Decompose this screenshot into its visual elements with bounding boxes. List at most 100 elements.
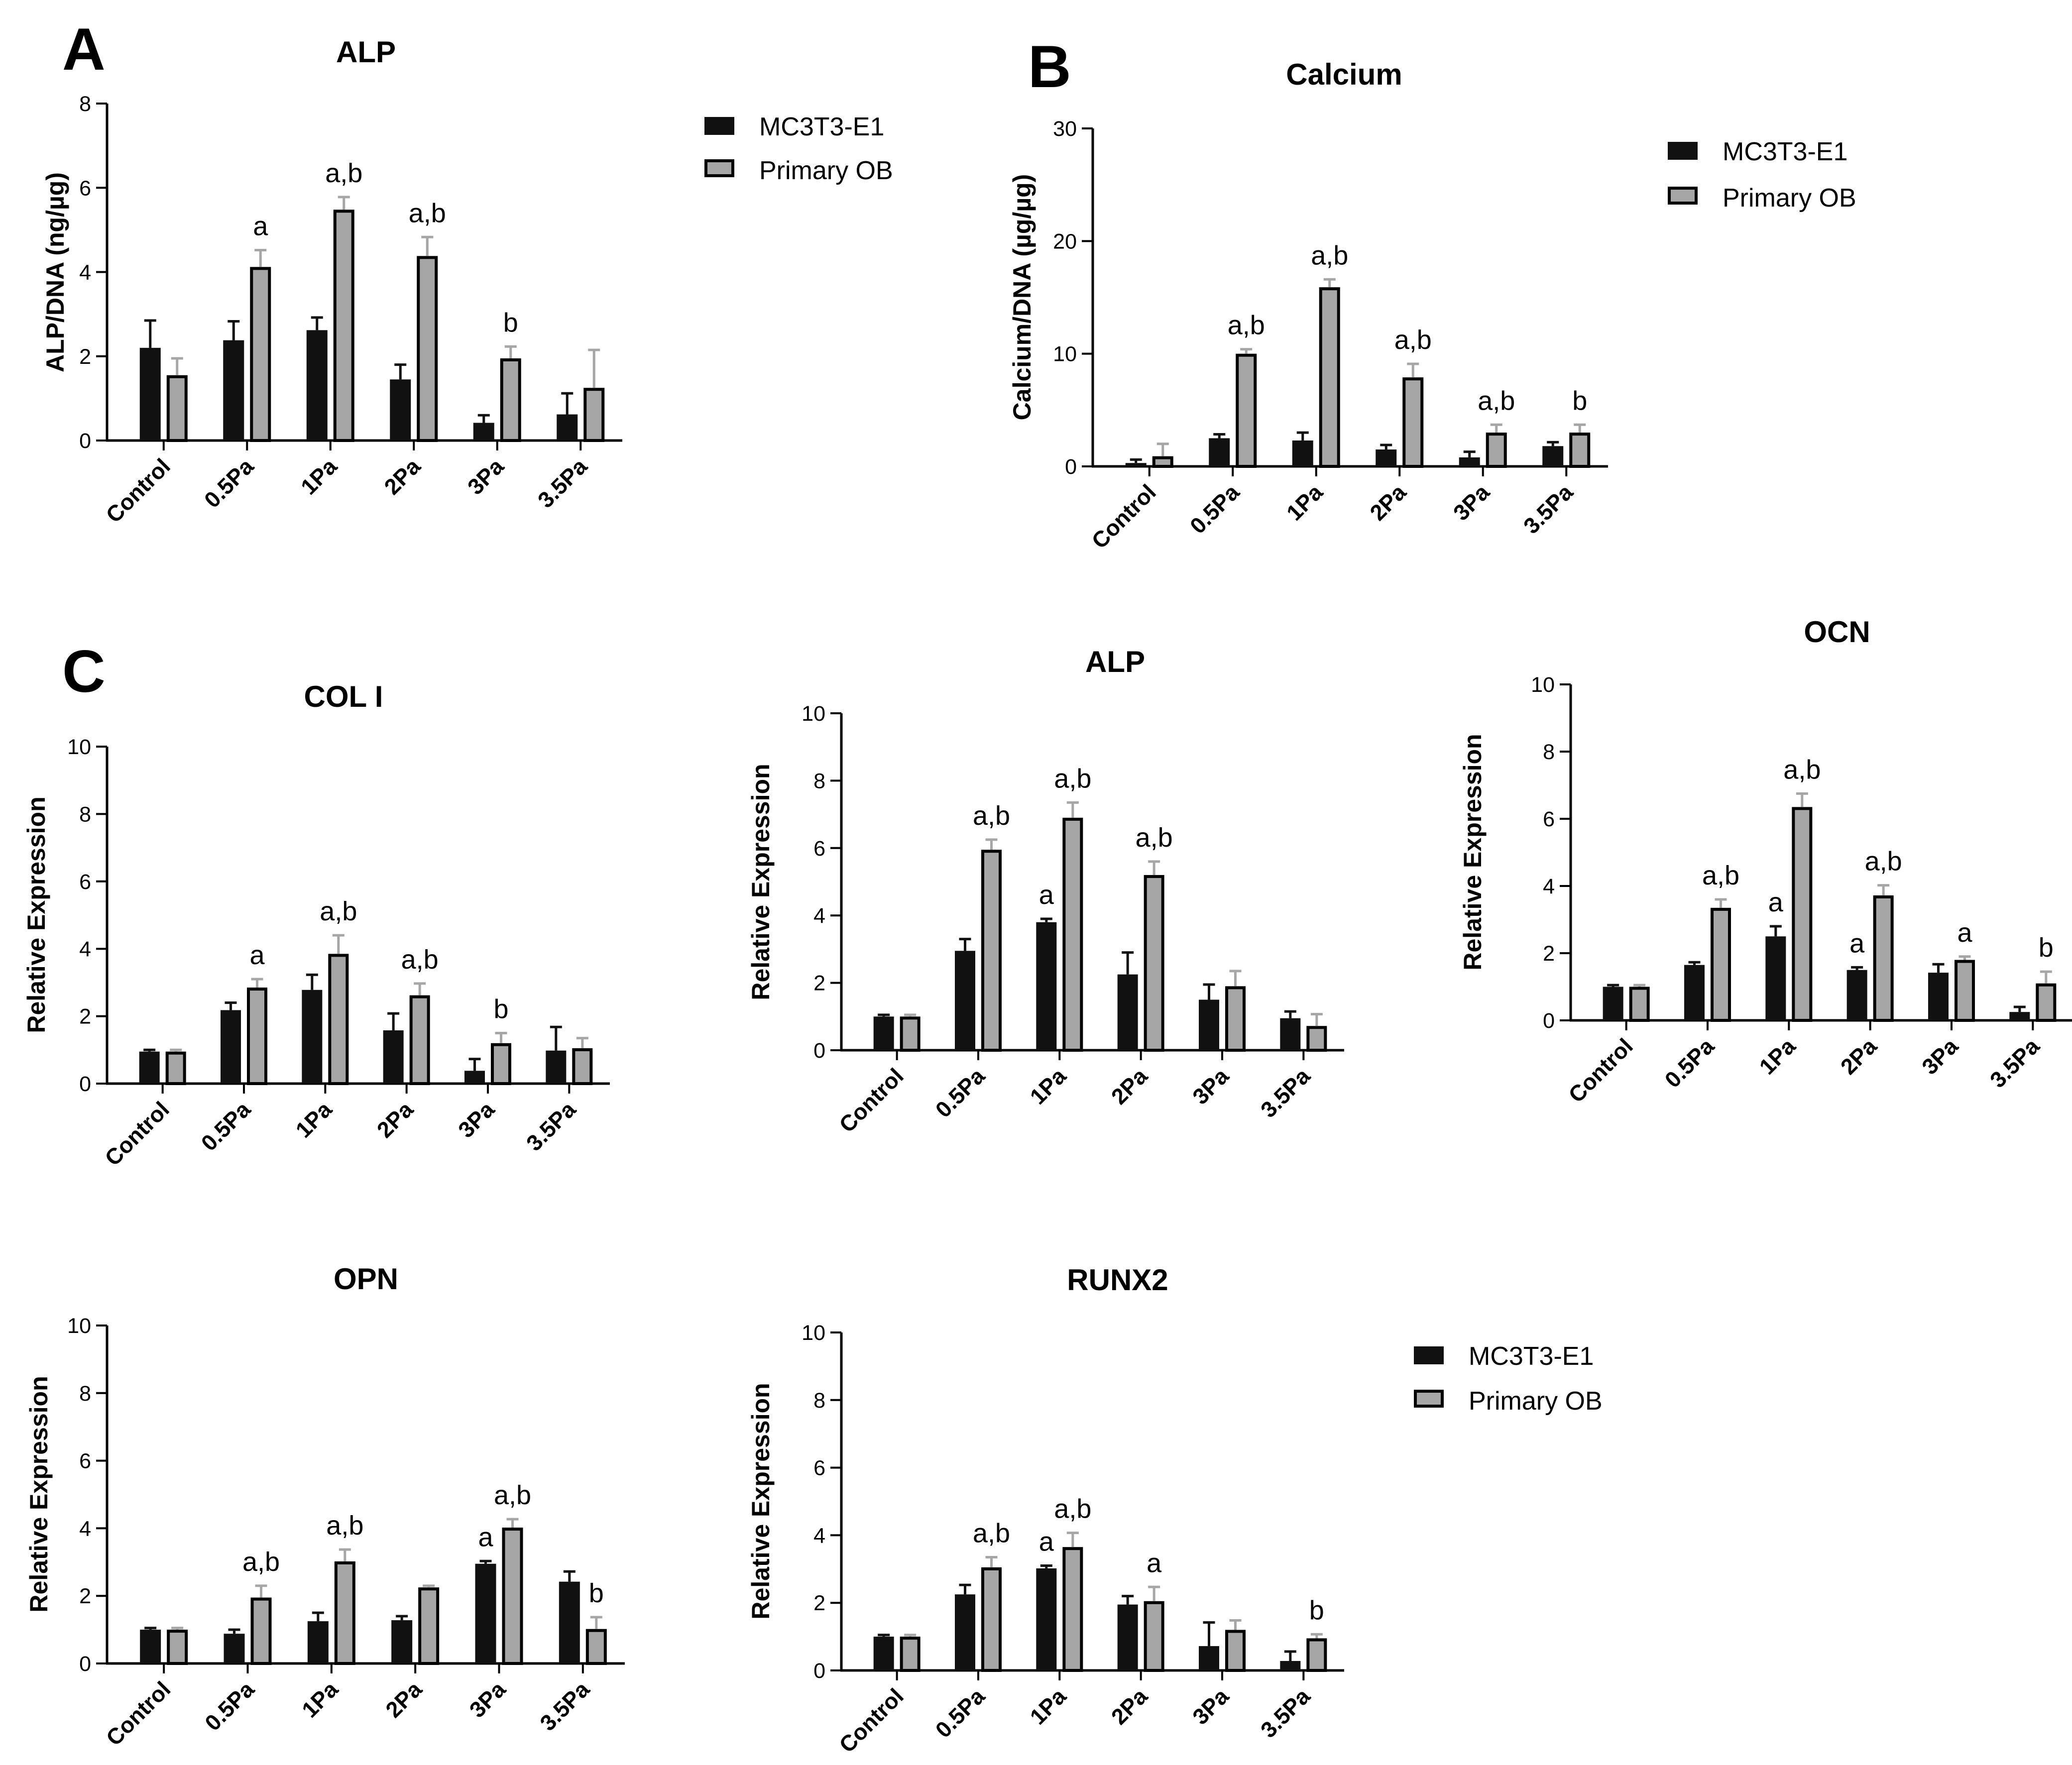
bar-primary-ob — [1144, 875, 1164, 1052]
significance-label: a,b — [1783, 755, 1821, 784]
significance-label: a,b — [1394, 325, 1432, 355]
chart-alp-expression: ALP Relative Expression 0 2 4 6 8 10 Control 0.5P… — [747, 645, 1344, 1137]
x-tick-label: 3.5Pa — [1256, 1063, 1315, 1122]
chart-title: RUNX2 — [1067, 1263, 1168, 1297]
bar-primary-ob — [981, 1567, 1002, 1672]
legend-swatch-primary-ob — [704, 159, 734, 177]
bar-primary-ob — [1144, 1601, 1164, 1672]
bar-primary-ob — [167, 1630, 188, 1665]
x-tick-label: Control — [100, 1097, 174, 1171]
bar-mc3t3 — [1280, 1018, 1301, 1050]
bar-mc3t3 — [1684, 965, 1705, 1020]
significance-label: a,b — [973, 1519, 1010, 1548]
y-tick-label: 8 — [813, 769, 825, 793]
bar-mc3t3 — [873, 1016, 894, 1050]
bar-primary-ob — [328, 954, 349, 1085]
x-tick-label: 2Pa — [1836, 1033, 1882, 1079]
y-tick-label: 6 — [79, 870, 91, 894]
significance-label: b — [503, 308, 518, 337]
legend-label-mc3t3: MC3T3-E1 — [1469, 1342, 1594, 1371]
bar-primary-ob — [333, 210, 354, 442]
significance-label: a,b — [1136, 823, 1173, 853]
bar-primary-ob — [585, 1629, 607, 1665]
x-tick-label: 3.5Pa — [533, 453, 592, 513]
bar-mc3t3 — [1036, 1568, 1057, 1670]
x-tick-label: 1Pa — [1281, 479, 1328, 525]
bar-primary-ob — [2036, 983, 2057, 1022]
y-tick-label: 4 — [813, 904, 825, 928]
chart-calcium: Calcium Calcium/DNA (µg/µg) 0 10 20 30 Control… — [1008, 58, 1608, 553]
legend-swatch-primary-ob — [1414, 1390, 1444, 1408]
y-tick-label: 10 — [802, 702, 825, 726]
y-tick-label: 6 — [813, 1456, 825, 1480]
x-tick-label: 0.5Pa — [196, 1096, 256, 1156]
x-tick-label: Control — [1087, 479, 1161, 553]
bar-mc3t3 — [1846, 970, 1867, 1020]
bar-primary-ob — [1402, 377, 1424, 468]
y-tick-label: 8 — [79, 1382, 91, 1406]
panel-letter-b: B — [1028, 33, 1071, 100]
bar-primary-ob — [583, 388, 605, 442]
y-tick-label: 6 — [79, 1449, 91, 1473]
significance-label: a — [478, 1522, 493, 1552]
y-axis-label: Relative Expression — [25, 1376, 53, 1612]
bar-mc3t3 — [1603, 987, 1623, 1020]
significance-label: a — [1768, 887, 1784, 917]
chart-title: COL I — [304, 680, 383, 713]
y-tick-label: 4 — [79, 937, 91, 961]
x-tick-label: 2Pa — [372, 1096, 418, 1142]
x-tick-label: 3.5Pa — [1518, 479, 1578, 539]
y-tick-label: 4 — [79, 261, 91, 285]
bar-primary-ob — [1306, 1638, 1327, 1672]
bar-primary-ob — [572, 1048, 593, 1086]
x-tick-label: 1Pa — [1754, 1033, 1801, 1079]
y-tick-label: 8 — [79, 92, 91, 116]
bar-primary-ob — [1225, 1630, 1246, 1672]
chart-col-i: COL I Relative Expression 0 2 4 6 8 10 Control 0.… — [22, 680, 610, 1171]
bar-primary-ob — [1486, 433, 1507, 468]
significance-label: b — [589, 1578, 604, 1608]
bar-mc3t3 — [1376, 449, 1397, 466]
bar-mc3t3 — [473, 423, 494, 441]
bar-primary-ob — [418, 1587, 440, 1665]
significance-label: a,b — [242, 1547, 280, 1577]
chart-opn: OPN Relative Expression 0 2 4 6 8 10 Control 0.5P… — [25, 1262, 625, 1751]
significance-label: b — [2039, 933, 2054, 963]
chart-title: OCN — [1804, 615, 1870, 649]
bar-mc3t3 — [559, 1581, 580, 1663]
y-tick-label: 4 — [1543, 875, 1555, 898]
bar-mc3t3 — [1036, 922, 1057, 1050]
chart-ocn: OCN Relative Expression 0 2 4 6 8 10 Control 0.5P… — [1459, 615, 2072, 1107]
significance-label: a,b — [1054, 1494, 1091, 1524]
significance-label: a — [1147, 1548, 1162, 1578]
significance-label: a — [253, 211, 268, 241]
bar-mc3t3 — [475, 1563, 496, 1663]
significance-label: a,b — [320, 896, 357, 926]
bar-mc3t3 — [464, 1071, 485, 1084]
bar-mc3t3 — [1209, 438, 1230, 466]
y-tick-label: 20 — [1053, 229, 1077, 253]
y-tick-label: 8 — [813, 1389, 825, 1413]
significance-label: a,b — [973, 801, 1010, 831]
legend-swatch-mc3t3 — [1668, 142, 1698, 160]
legend-label-mc3t3: MC3T3-E1 — [1723, 137, 1847, 166]
bar-mc3t3 — [546, 1050, 567, 1084]
bar-mc3t3 — [391, 1620, 413, 1663]
y-tick-label: 10 — [67, 1314, 91, 1338]
y-tick-label: 2 — [79, 1005, 91, 1029]
bar-mc3t3 — [307, 1621, 329, 1663]
panel-letter-c: C — [62, 638, 106, 705]
legend-label-primary-ob: Primary OB — [1469, 1387, 1603, 1416]
significance-label: a — [1957, 918, 1972, 948]
bar-primary-ob — [1225, 986, 1246, 1052]
bar-mc3t3 — [306, 330, 328, 441]
x-tick-label: 0.5Pa — [1185, 479, 1245, 539]
x-tick-label: Control — [101, 453, 175, 528]
y-tick-label: 2 — [813, 1591, 825, 1615]
y-tick-label: 4 — [813, 1524, 825, 1547]
bar-mc3t3 — [223, 340, 244, 441]
y-tick-label: 8 — [1543, 740, 1555, 764]
legend-top-left: MC3T3-E1 Primary OB — [704, 112, 893, 185]
y-axis-label: Relative Expression — [747, 1383, 775, 1619]
y-tick-label: 0 — [79, 1652, 91, 1676]
